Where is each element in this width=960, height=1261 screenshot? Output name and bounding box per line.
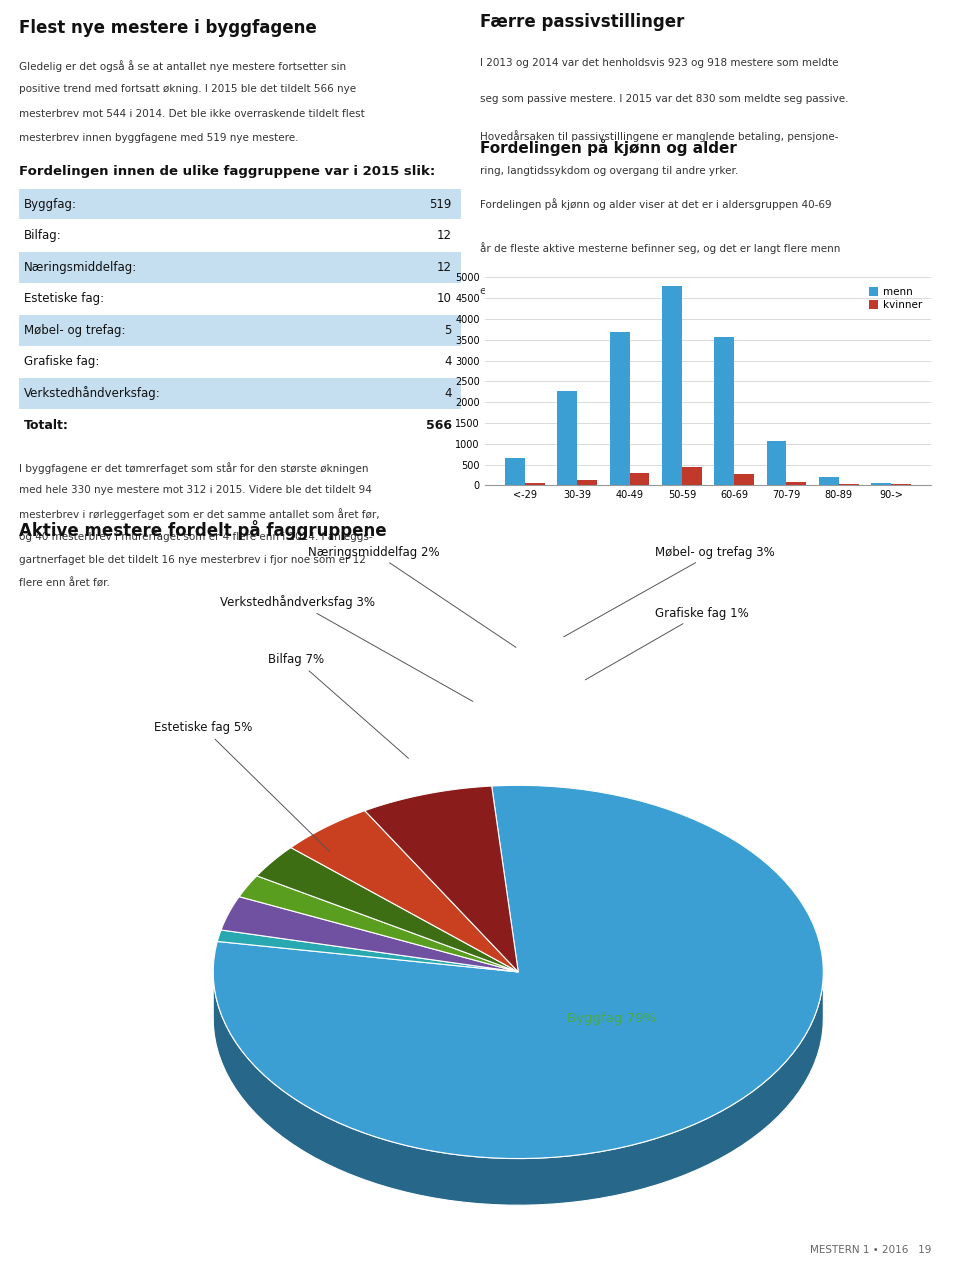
Text: Estetiske fag:: Estetiske fag: (24, 293, 104, 305)
FancyBboxPatch shape (19, 378, 461, 409)
Text: 4: 4 (444, 387, 452, 400)
Text: seg som passive mestere. I 2015 var det 830 som meldte seg passive.: seg som passive mestere. I 2015 var det … (480, 95, 849, 105)
Polygon shape (365, 786, 518, 972)
Text: Byggfag:: Byggfag: (24, 198, 77, 211)
Text: positive trend med fortsatt økning. I 2015 ble det tildelt 566 nye: positive trend med fortsatt økning. I 20… (19, 84, 356, 95)
Text: I 2013 og 2014 var det henholdsvis 923 og 918 mestere som meldte: I 2013 og 2014 var det henholdsvis 923 o… (480, 58, 838, 68)
Text: gartnerfaget ble det tildelt 16 nye mesterbrev i fjor noe som er 12: gartnerfaget ble det tildelt 16 nye mest… (19, 555, 366, 565)
Text: Fordelingen på kjønn og alder viser at det er i aldersgruppen 40-69: Fordelingen på kjønn og alder viser at d… (480, 198, 831, 211)
Bar (662, 286, 682, 485)
Text: Estetiske fag 5%: Estetiske fag 5% (155, 721, 329, 851)
Text: Grafiske fag 1%: Grafiske fag 1% (586, 607, 749, 680)
Bar (871, 483, 891, 485)
Bar (525, 483, 545, 485)
Text: Færre passivstillinger: Færre passivstillinger (480, 13, 684, 30)
Text: og 40 mesterbrev i murerfaget som er 4 flere enn i 2014. I anleggs-: og 40 mesterbrev i murerfaget som er 4 f… (19, 532, 372, 541)
Polygon shape (217, 929, 518, 972)
Bar (505, 459, 525, 485)
Text: 12: 12 (437, 230, 452, 242)
Text: Verkstedhåndverksfag 3%: Verkstedhåndverksfag 3% (220, 595, 472, 701)
Text: 12: 12 (437, 261, 452, 274)
Polygon shape (256, 847, 518, 972)
Legend: menn, kvinner: menn, kvinner (865, 282, 926, 314)
Text: Verkstedhåndverksfag:: Verkstedhåndverksfag: (24, 386, 160, 401)
Text: 566: 566 (426, 419, 452, 431)
FancyBboxPatch shape (19, 315, 461, 346)
Text: Bilfag:: Bilfag: (24, 230, 61, 242)
Polygon shape (239, 876, 518, 972)
FancyBboxPatch shape (19, 189, 461, 219)
Text: mesterbrev innen byggfagene med 519 nye mestere.: mesterbrev innen byggfagene med 519 nye … (19, 132, 299, 142)
Text: Næringsmiddelfag 2%: Næringsmiddelfag 2% (308, 546, 516, 647)
Text: Byggfag 79%: Byggfag 79% (567, 1013, 656, 1025)
FancyBboxPatch shape (19, 221, 461, 251)
Text: år de fleste aktive mesterne befinner seg, og det er langt flere menn: år de fleste aktive mesterne befinner se… (480, 242, 840, 253)
Text: Totalt:: Totalt: (24, 419, 68, 431)
Text: Aktive mestere fordelt på faggruppene: Aktive mestere fordelt på faggruppene (19, 520, 387, 540)
Polygon shape (213, 970, 824, 1206)
Text: med hele 330 nye mestere mot 312 i 2015. Videre ble det tildelt 94: med hele 330 nye mestere mot 312 i 2015.… (19, 485, 372, 496)
Bar (714, 338, 734, 485)
Text: flere enn året før.: flere enn året før. (19, 579, 110, 589)
Bar (767, 440, 786, 485)
Text: 10: 10 (437, 293, 452, 305)
Text: I byggfagene er det tømrerfaget som står for den største økningen: I byggfagene er det tømrerfaget som står… (19, 462, 369, 474)
Text: 5: 5 (444, 324, 452, 337)
Bar (610, 332, 630, 485)
Bar (786, 482, 806, 485)
Text: mesterbrev i rørleggerfaget som er det samme antallet som året før,: mesterbrev i rørleggerfaget som er det s… (19, 508, 380, 521)
Bar (630, 473, 649, 485)
Text: Bilfag 7%: Bilfag 7% (269, 653, 409, 758)
Text: enn kvinner som blir mestere.: enn kvinner som blir mestere. (480, 286, 637, 295)
Bar (734, 474, 754, 485)
Text: Næringsmiddelfag:: Næringsmiddelfag: (24, 261, 137, 274)
Polygon shape (221, 897, 518, 972)
Bar (558, 391, 577, 485)
Text: Fordelingen på kjønn og alder: Fordelingen på kjønn og alder (480, 139, 737, 155)
Text: Møbel- og trefag:: Møbel- og trefag: (24, 324, 125, 337)
Bar (819, 477, 839, 485)
Text: Hovedårsaken til passivstillingene er manglende betaling, pensjone-: Hovedårsaken til passivstillingene er ma… (480, 130, 838, 142)
FancyBboxPatch shape (19, 347, 461, 377)
Text: Flest nye mestere i byggfagene: Flest nye mestere i byggfagene (19, 19, 317, 37)
Bar (839, 484, 858, 485)
Text: Grafiske fag:: Grafiske fag: (24, 356, 99, 368)
Text: Møbel- og trefag 3%: Møbel- og trefag 3% (564, 546, 775, 637)
Polygon shape (291, 811, 518, 972)
Text: mesterbrev mot 544 i 2014. Det ble ikke overraskende tildelt flest: mesterbrev mot 544 i 2014. Det ble ikke … (19, 108, 365, 119)
Text: 4: 4 (444, 356, 452, 368)
Text: Gledelig er det også å se at antallet nye mestere fortsetter sin: Gledelig er det også å se at antallet ny… (19, 61, 347, 72)
Text: MESTERN 1 • 2016   19: MESTERN 1 • 2016 19 (810, 1245, 931, 1255)
Bar (682, 467, 702, 485)
FancyBboxPatch shape (19, 284, 461, 314)
FancyBboxPatch shape (19, 252, 461, 282)
Text: Fordelingen innen de ulike faggruppene var i 2015 slik:: Fordelingen innen de ulike faggruppene v… (19, 165, 436, 178)
Bar (577, 479, 597, 485)
Polygon shape (213, 786, 824, 1159)
Text: ring, langtidssykdom og overgang til andre yrker.: ring, langtidssykdom og overgang til and… (480, 166, 738, 177)
Bar (891, 484, 911, 485)
Text: 519: 519 (429, 198, 452, 211)
